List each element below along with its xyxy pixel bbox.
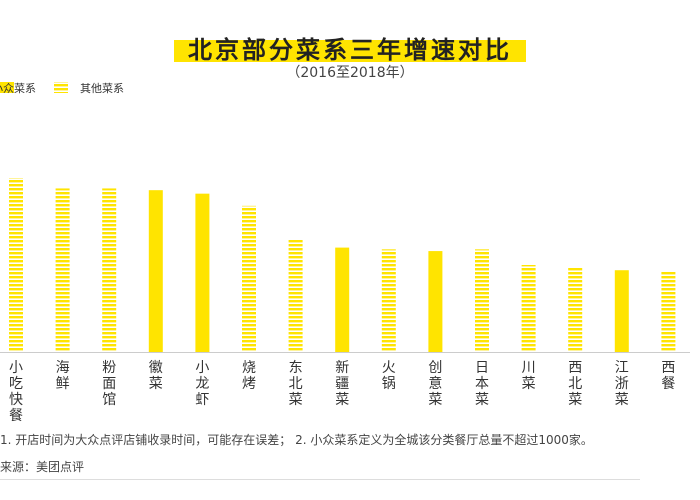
category-label-14: 西餐	[661, 360, 675, 392]
category-label-11: 川菜	[522, 360, 536, 392]
legend-label-striped: 其他菜系	[80, 82, 124, 95]
footer-divider	[0, 479, 640, 480]
category-label-0: 小吃快餐	[9, 360, 23, 424]
bar-3	[148, 190, 163, 352]
category-labels: 小吃快餐 海鲜 粉面馆 徽菜 小龙虾 烧烤 东北菜 新疆菜 火锅 创意菜 日本菜 川菜 西北菜 江浙菜 西餐	[9, 360, 675, 424]
page-subtitle: （2016至2018年）	[286, 65, 414, 81]
category-label-5: 烧烤	[242, 360, 256, 392]
source-note: 来源：美团点评	[0, 460, 85, 474]
bar-0	[9, 178, 23, 352]
category-label-12: 西北菜	[568, 360, 582, 408]
category-label-8: 火锅	[382, 360, 396, 392]
legend: 小众菜系 其他菜系	[0, 82, 124, 95]
footnote: 1. 开店时间为大众点评店铺收录时间，可能存在误差； 2. 小众菜系定义为全城该…	[0, 433, 593, 447]
title-container: 北京部分菜系三年增速对比	[0, 30, 700, 65]
bar-9	[428, 251, 443, 352]
category-label-6: 东北菜	[289, 360, 303, 408]
page-title-text: 北京部分菜系三年增速对比	[188, 36, 512, 64]
bar-8	[381, 249, 396, 352]
category-label-4: 小龙虾	[195, 360, 209, 408]
category-label-13: 江浙菜	[615, 360, 629, 408]
bar-14	[661, 271, 676, 352]
bar-4	[195, 193, 210, 352]
legend-swatch-striped	[54, 82, 68, 93]
page-title: 北京部分菜系三年增速对比	[174, 30, 526, 65]
bar-10	[475, 249, 489, 352]
legend-label-solid: 小众菜系	[0, 82, 36, 95]
bar-12	[568, 266, 583, 352]
bar-chart: 小众菜系 其他菜系 小吃快餐 海鲜 粉面馆 徽菜 小龙虾 烧烤 东北菜 新疆菜 火锅 创意菜 日本菜 川…	[0, 82, 690, 424]
category-label-1: 海鲜	[56, 360, 70, 392]
bars	[9, 178, 676, 352]
bar-7	[335, 247, 350, 352]
bar-2	[102, 188, 117, 352]
bar-5	[242, 205, 256, 352]
bar-11	[521, 265, 536, 352]
legend-swatch-solid	[0, 82, 14, 93]
category-label-2: 粉面馆	[102, 360, 116, 408]
bar-13	[614, 270, 629, 352]
category-label-9: 创意菜	[428, 360, 442, 408]
bar-6	[288, 238, 303, 352]
category-label-3: 徽菜	[149, 360, 163, 392]
category-label-10: 日本菜	[475, 360, 489, 408]
category-label-7: 新疆菜	[335, 360, 349, 408]
bar-1	[55, 188, 70, 352]
